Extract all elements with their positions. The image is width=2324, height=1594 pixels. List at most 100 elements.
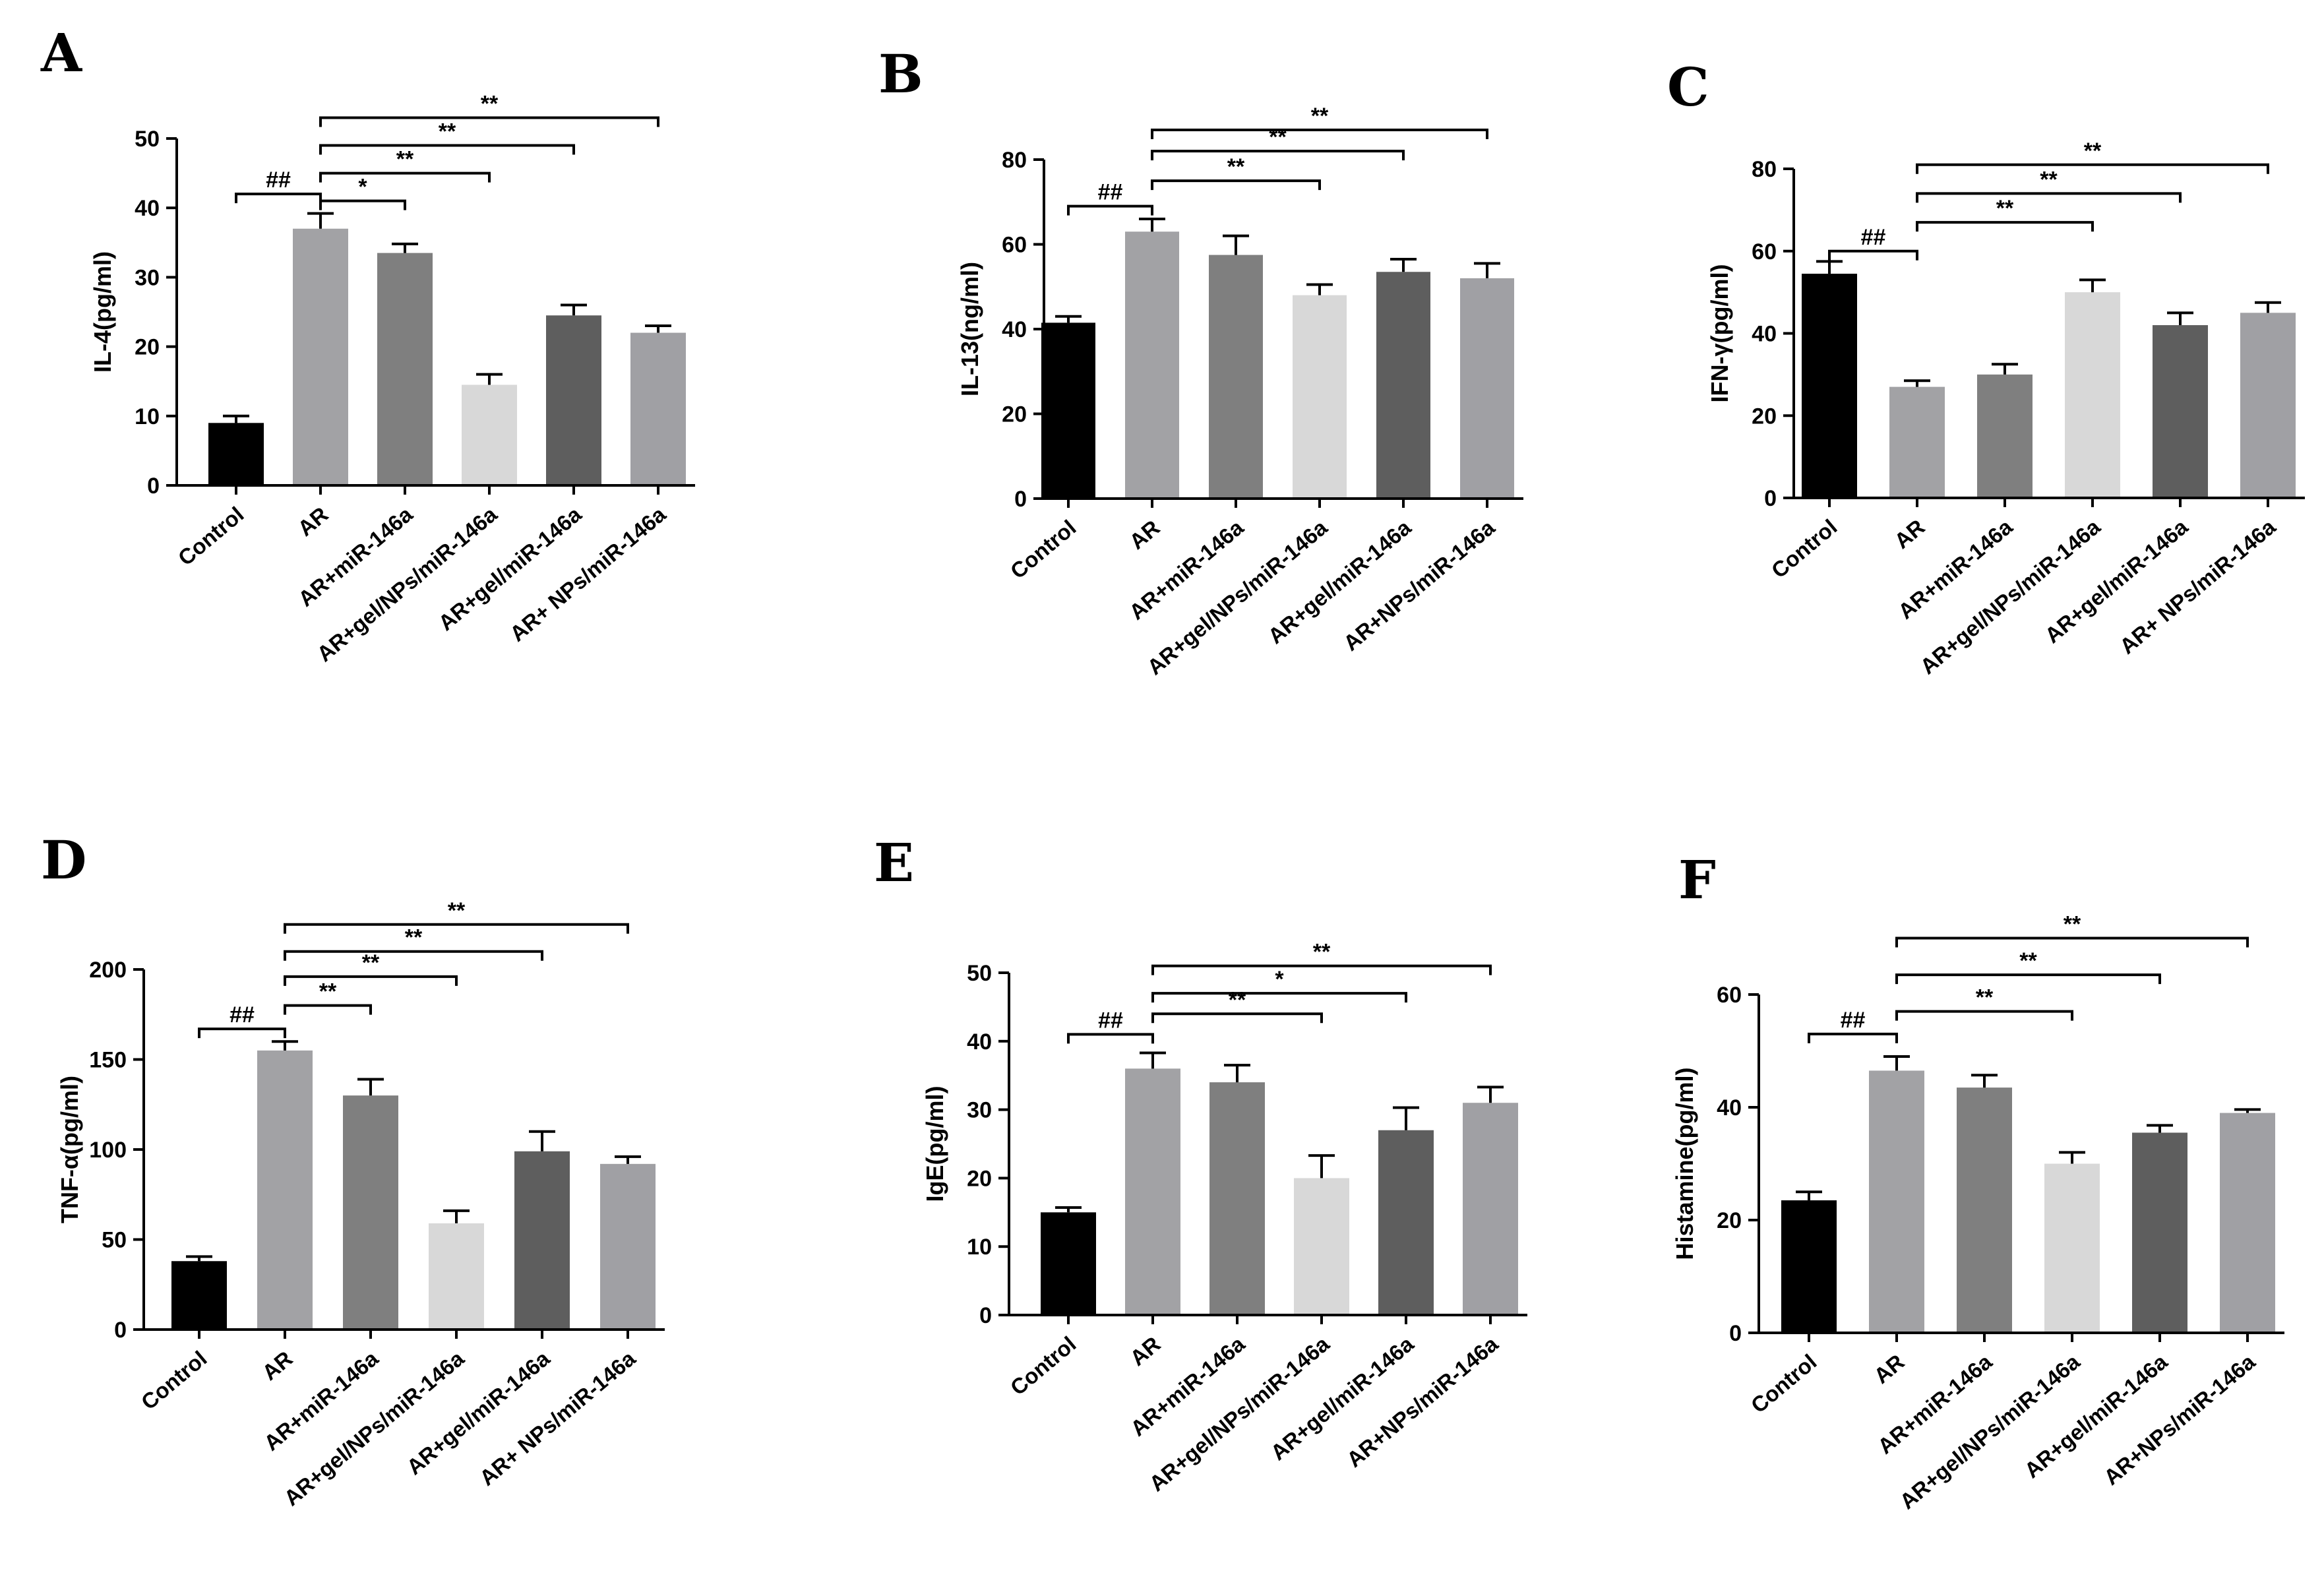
panel-d-letter: D: [41, 829, 86, 891]
panel-f-comparison-label-0: ##: [1841, 1008, 1866, 1033]
panel-c-ytick-label-2: 40: [1752, 322, 1777, 347]
panel-d-comparison-bracket-4: [284, 923, 629, 934]
panel-c-ytick-label-1: 20: [1752, 404, 1777, 429]
panel-f-ytick-label-0: 0: [1729, 1321, 1742, 1346]
panel-b-bar-0: [1041, 322, 1095, 499]
panel-a-bar-3: [462, 384, 517, 485]
panel-a-error-bar-4: [561, 303, 587, 316]
panel-f-error-bar-2: [1971, 1074, 1998, 1088]
panel-d-y-axis-label: TNF-α(pg/ml): [56, 1076, 83, 1223]
panel-b-y-axis-label: IL-13(ng/ml): [956, 262, 983, 396]
panel-d-bar-0: [171, 1261, 227, 1330]
panel-c-bar-0: [1802, 274, 1857, 498]
panel-b-bar-4: [1376, 272, 1430, 499]
panel-e-comparison-bracket-0: [1067, 1033, 1154, 1044]
panel-e-error-bar-0: [1055, 1206, 1082, 1213]
panel-e-bar-5: [1463, 1103, 1518, 1315]
panel-b-ytick-label-3: 60: [1002, 233, 1027, 258]
panel-b-comparison-bracket-3: [1151, 129, 1488, 140]
panel-d-category-label-1: AR: [257, 1346, 297, 1385]
panel-b-comparison-label-0: ##: [1098, 180, 1123, 205]
panel-f-category-label-5: AR+NPs/miR-146a: [2099, 1349, 2260, 1490]
panel-c-ytick-label-0: 0: [1764, 486, 1777, 511]
panel-e-category-label-4: AR+gel/miR-146a: [1266, 1332, 1419, 1465]
panel-f-bar-0: [1781, 1200, 1837, 1333]
panel-c-category-label-5: AR+ NPs/miR-146a: [2115, 514, 2280, 659]
panel-d-comparison-label-1: **: [319, 979, 337, 1004]
panel-f-error-bar-5: [2234, 1108, 2261, 1113]
panel-c-comparison-label-0: ##: [1861, 225, 1886, 250]
panel-d-bar-1: [257, 1050, 313, 1330]
panel-d-category-label-0: Control: [137, 1346, 212, 1415]
panel-c-category-label-1: AR: [1889, 514, 1929, 553]
panel-f-bar-5: [2220, 1113, 2275, 1333]
panel-d-category-label-5: AR+ NPs/miR-146a: [475, 1346, 640, 1490]
panel-b-bar-1: [1125, 231, 1179, 499]
panel-a-category-label-1: AR: [293, 502, 332, 541]
panel-e-error-bar-3: [1308, 1154, 1335, 1179]
panel-b-letter: B: [878, 43, 923, 105]
panel-e-comparison-bracket-2: [1151, 992, 1407, 1003]
panel-c-bar-1: [1889, 386, 1945, 498]
panel-d-ytick-label-4: 200: [89, 958, 127, 983]
panel-d-ytick-label-0: 0: [114, 1318, 127, 1343]
panel-e-y-axis-label: IgE(pg/ml): [921, 1086, 948, 1202]
panel-e-ytick-label-4: 40: [967, 1029, 992, 1055]
panel-f-error-bar-4: [2147, 1124, 2173, 1133]
panel-f-comparison-label-2: **: [2019, 948, 2037, 973]
panel-f-comparison-bracket-0: [1808, 1032, 1898, 1043]
panel-e-bar-4: [1378, 1130, 1434, 1315]
panel-d-comparison-bracket-3: [284, 950, 543, 961]
panel-f-error-bar-0: [1796, 1190, 1822, 1201]
panel-a-bar-1: [293, 228, 348, 485]
panel-e-error-bar-4: [1393, 1106, 1419, 1130]
panel-d-bar-5: [600, 1163, 656, 1330]
panel-d-bar-2: [343, 1095, 398, 1330]
panel-c-y-axis-label: IFN-γ(pg/ml): [1706, 264, 1733, 403]
panel-b-comparison-label-2: **: [1269, 125, 1287, 150]
panel-f-error-bar-1: [1883, 1055, 1910, 1071]
panel-c-comparison-bracket-3: [1916, 163, 2269, 174]
panel-c-error-bar-4: [2167, 311, 2193, 326]
panel-d-error-bar-4: [529, 1130, 555, 1151]
panel-b-comparison-bracket-1: [1151, 179, 1321, 191]
panel-d-error-bar-0: [186, 1255, 212, 1262]
panel-b-ytick-label-4: 80: [1002, 148, 1027, 173]
panel-d-comparison-bracket-1: [284, 1004, 372, 1015]
panel-e-letter: E: [874, 832, 914, 894]
panel-f-letter: F: [1678, 849, 1716, 911]
panel-b-comparison-label-3: **: [1311, 104, 1329, 129]
panel-f-comparison-label-1: **: [1976, 985, 1994, 1010]
panel-a-error-bar-1: [307, 212, 334, 229]
panel-a-comparison-label-0: ##: [266, 168, 291, 193]
panel-a-comparison-bracket-4: [319, 116, 659, 127]
panel-d-error-bar-2: [357, 1078, 384, 1096]
panel-c-error-bar-1: [1904, 379, 1930, 387]
panel-a-ytick-label-4: 40: [135, 196, 160, 221]
panel-a-ytick-label-0: 0: [147, 474, 160, 499]
panel-c-bar-5: [2240, 313, 2296, 498]
panel-b-error-bar-0: [1055, 315, 1082, 323]
panel-c-comparison-label-1: **: [1996, 196, 2014, 221]
panel-d-error-bar-5: [615, 1155, 641, 1164]
panel-a-comparison-bracket-2: [319, 171, 491, 183]
panel-f-comparison-bracket-3: [1895, 936, 2249, 948]
panel-c-error-bar-2: [1992, 363, 2018, 375]
panel-e-category-label-5: AR+NPs/miR-146a: [1342, 1332, 1503, 1472]
panel-d-comparison-bracket-0: [198, 1027, 286, 1039]
panel-b-bar-5: [1460, 278, 1514, 499]
panel-a-bar-2: [377, 253, 433, 485]
panel-b-category-label-1: AR: [1124, 515, 1164, 554]
panel-a-comparison-label-2: **: [396, 147, 414, 172]
panel-e-comparison-bracket-3: [1151, 964, 1492, 975]
panel-a-ytick-label-2: 20: [135, 335, 160, 360]
panel-d-category-label-4: AR+gel/miR-146a: [402, 1346, 555, 1480]
panel-b-ytick-label-1: 20: [1002, 402, 1027, 427]
panel-c-ytick-label-3: 60: [1752, 239, 1777, 264]
panel-c-bar-3: [2065, 292, 2120, 498]
panel-b-comparison-bracket-2: [1151, 150, 1405, 161]
